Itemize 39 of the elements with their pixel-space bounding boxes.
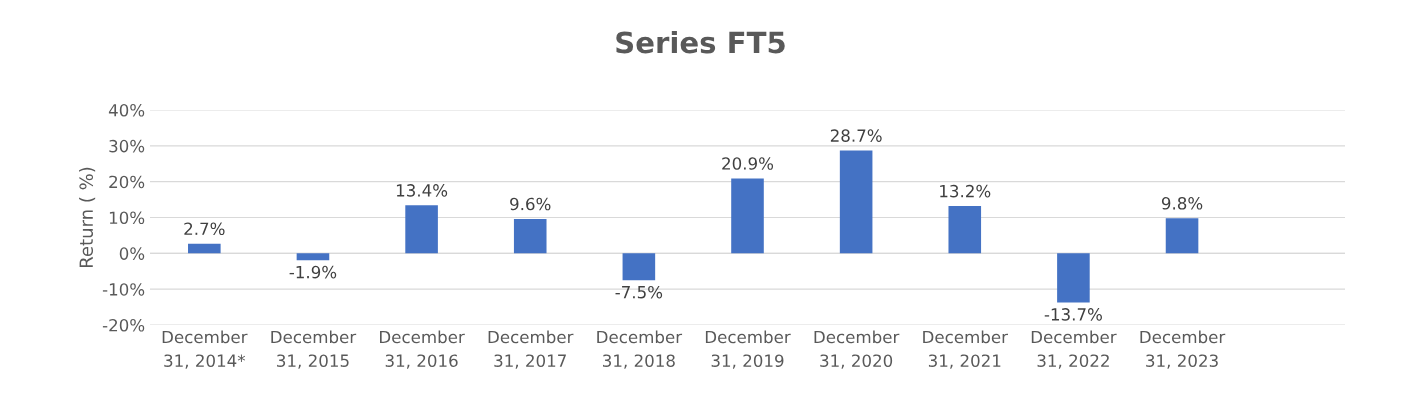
y-tick-label: 0% <box>119 247 145 260</box>
bar <box>513 218 547 254</box>
bar <box>731 178 764 254</box>
bar <box>405 205 438 254</box>
bar <box>1165 218 1199 254</box>
x-tick-label: December 31, 2022 <box>1031 330 1117 369</box>
y-tick-label: -10% <box>102 283 145 296</box>
data-label: 9.8% <box>1161 197 1203 210</box>
y-tick-label: -20% <box>102 318 145 332</box>
y-tick-label: 30% <box>109 139 145 153</box>
y-tick-label: 20% <box>109 175 145 189</box>
chart-title: Series FT5 <box>616 30 785 54</box>
x-tick-label: December 31, 2021 <box>923 330 1008 369</box>
x-tick-label: December 31, 2023 <box>1140 330 1226 369</box>
bar <box>1057 253 1090 303</box>
data-label: -1.9% <box>289 265 337 279</box>
bar <box>839 150 873 254</box>
x-tick-label: December 31, 2016 <box>380 330 465 369</box>
x-tick-label: December 31, 2014* <box>162 330 248 369</box>
data-label: 13.4% <box>396 184 448 197</box>
data-label: 28.7% <box>830 129 882 142</box>
bar <box>296 253 330 261</box>
bar <box>948 206 982 254</box>
y-tick-label: 10% <box>109 211 145 225</box>
x-tick-label: December 31, 2017 <box>488 330 574 369</box>
data-label: 13.2% <box>940 184 991 198</box>
x-tick-label: December 31, 2015 <box>271 330 357 369</box>
data-label: 2.7% <box>184 222 225 236</box>
data-label: 9.6% <box>510 197 551 211</box>
bar <box>188 243 221 254</box>
x-tick-label: December 31, 2018 <box>597 330 683 369</box>
x-tick-label: December 31, 2019 <box>705 330 791 369</box>
bar <box>622 253 656 281</box>
y-axis-title: Return ( %) <box>79 167 96 268</box>
y-tick-label: 40% <box>108 103 145 117</box>
x-tick-label: December 31, 2020 <box>814 330 900 369</box>
data-label: -13.7% <box>1044 308 1102 321</box>
data-label: -7.5% <box>615 285 663 299</box>
data-label: 20.9% <box>722 157 774 170</box>
